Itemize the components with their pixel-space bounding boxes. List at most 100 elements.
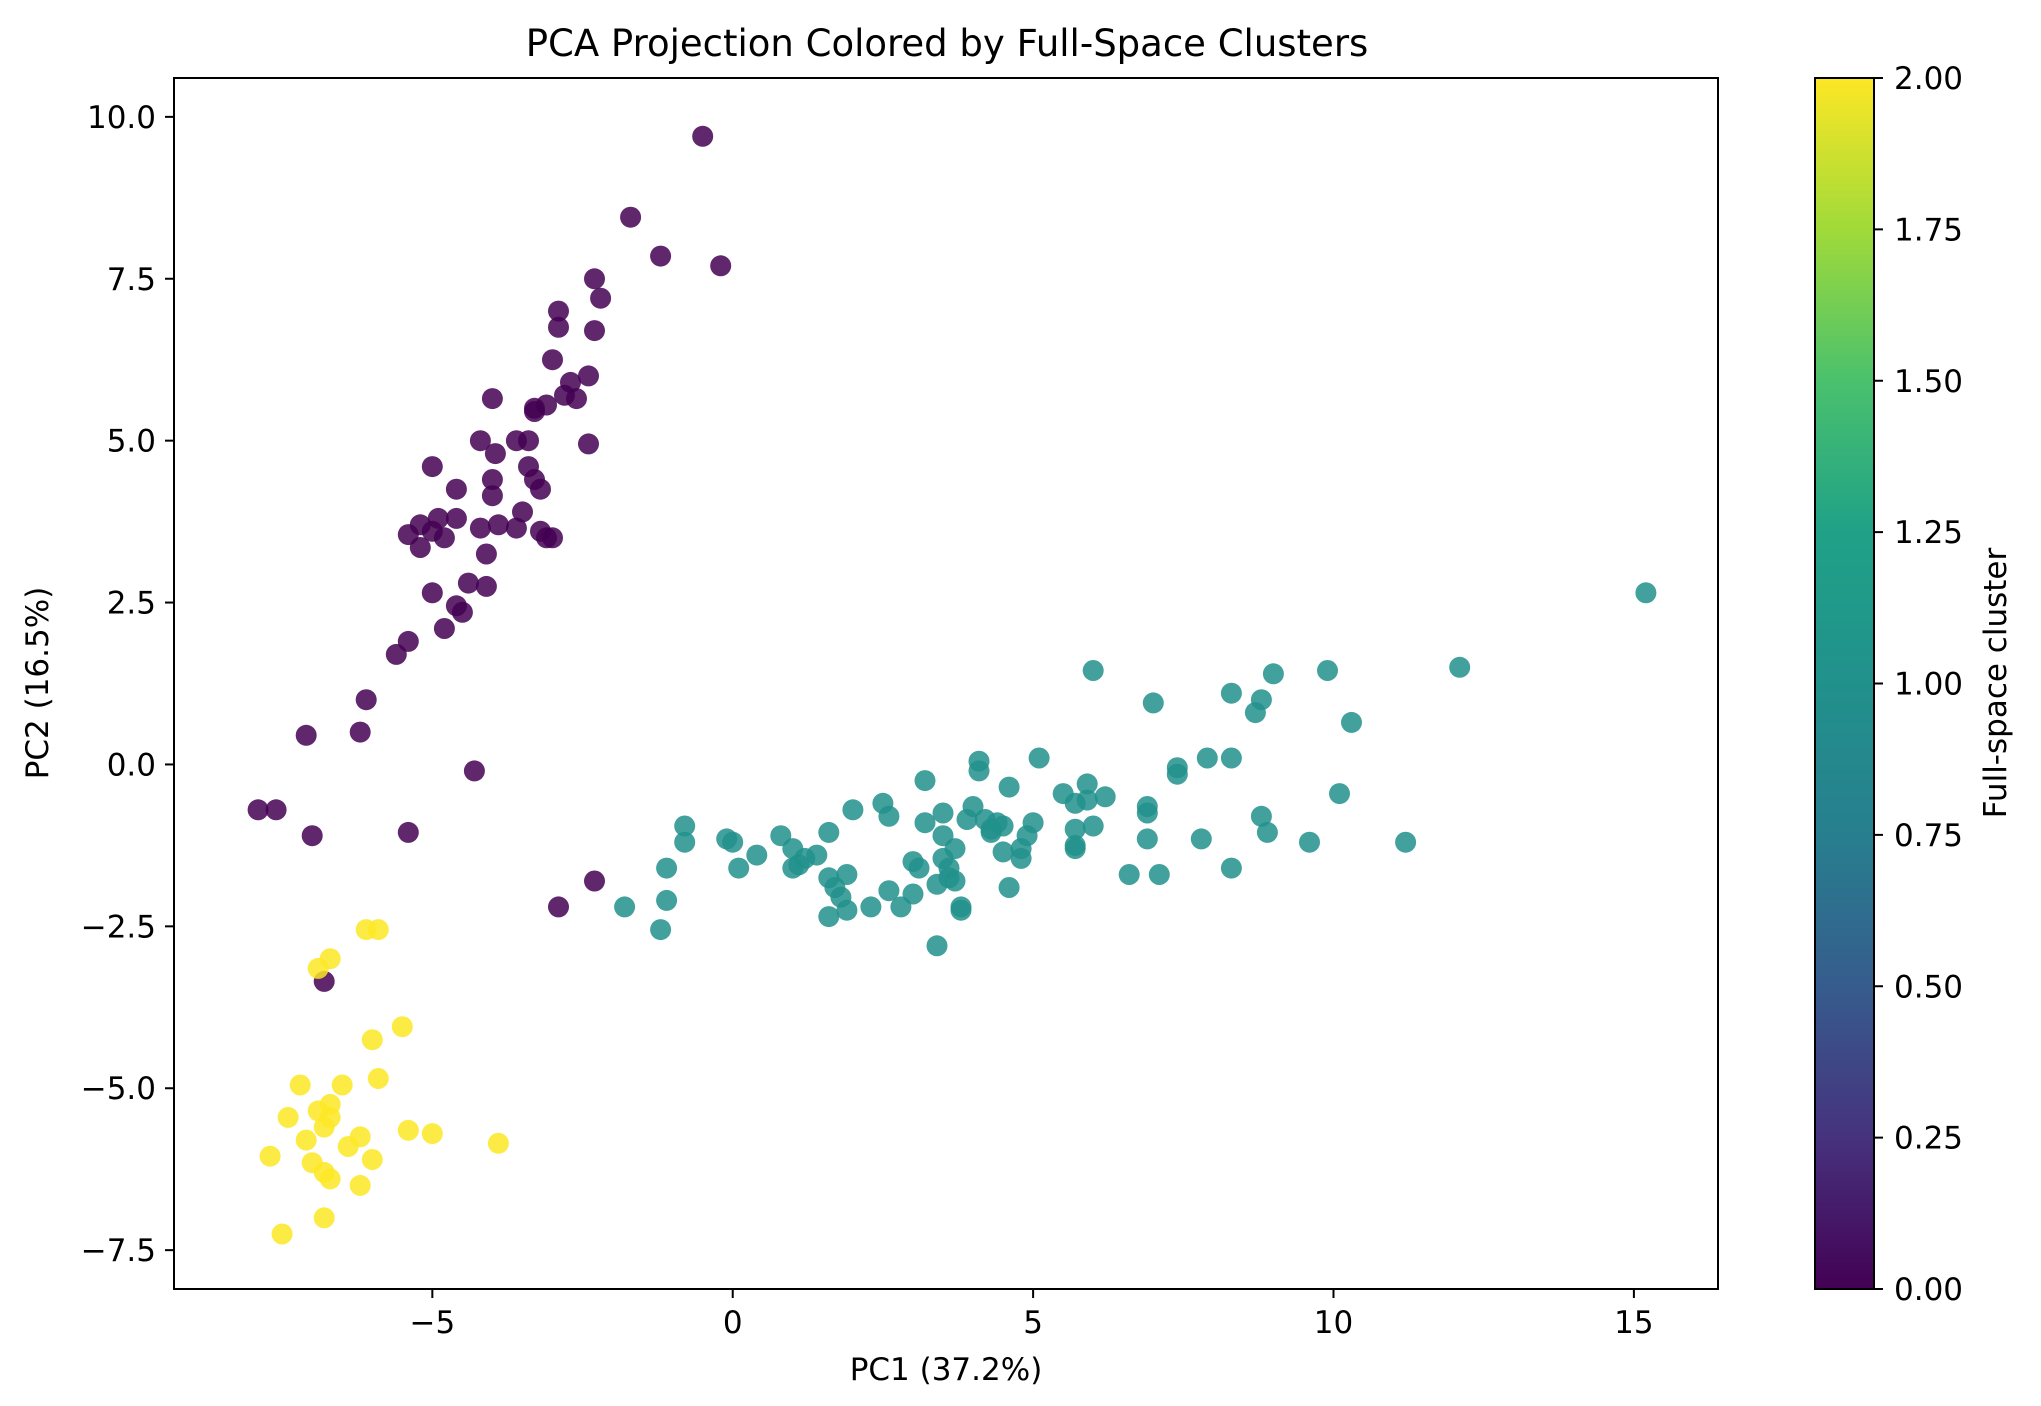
chart-title: PCA Projection Colored by Full-Space Clu… xyxy=(526,22,1369,65)
scatter-point-cluster-1 xyxy=(932,802,954,824)
scatter-point-cluster-1 xyxy=(1220,747,1242,769)
scatter-point-cluster-1 xyxy=(1220,682,1242,704)
scatter-point-cluster-1 xyxy=(1256,821,1278,843)
scatter-point-cluster-2 xyxy=(391,1016,413,1038)
scatter-point-cluster-0 xyxy=(481,485,503,507)
y-tick-label: 7.5 xyxy=(107,262,156,298)
scatter-point-cluster-0 xyxy=(484,443,506,465)
scatter-point-cluster-1 xyxy=(914,770,936,792)
scatter-point-cluster-1 xyxy=(1064,792,1086,814)
colorbar-tick-label: 0.50 xyxy=(1894,969,1963,1005)
y-tick-label: 5.0 xyxy=(107,424,156,460)
scatter-point-cluster-1 xyxy=(1136,828,1158,850)
scatter-point-cluster-0 xyxy=(536,527,557,549)
scatter-point-cluster-1 xyxy=(1250,805,1272,827)
scatter-point-cluster-0 xyxy=(518,430,539,452)
scatter-point-cluster-0 xyxy=(512,501,533,523)
scatter-point-cluster-1 xyxy=(614,896,636,918)
scatter-point-cluster-0 xyxy=(301,825,323,847)
scatter-point-cluster-0 xyxy=(265,799,287,821)
scatter-point-cluster-1 xyxy=(1148,864,1170,885)
scatter-point-cluster-2 xyxy=(313,1207,335,1229)
scatter-point-cluster-0 xyxy=(566,388,587,410)
scatter-point-cluster-2 xyxy=(349,1174,371,1196)
scatter-point-cluster-1 xyxy=(1244,702,1266,724)
y-tick-label: 0.0 xyxy=(107,747,156,783)
scatter-point-cluster-1 xyxy=(908,857,930,879)
scatter-point-cluster-1 xyxy=(782,857,804,879)
scatter-point-cluster-0 xyxy=(710,255,732,277)
scatter-point-cluster-2 xyxy=(337,1136,359,1157)
y-tick-label: 10.0 xyxy=(87,100,156,136)
scatter-point-cluster-0 xyxy=(433,527,455,549)
scatter-point-cluster-0 xyxy=(584,320,605,342)
scatter-point-cluster-2 xyxy=(271,1223,293,1245)
colorbar-tick-label: 0.75 xyxy=(1894,818,1963,854)
scatter-point-cluster-0 xyxy=(457,572,479,594)
colorbar-tick-label: 1.25 xyxy=(1894,515,1963,551)
scatter-point-cluster-1 xyxy=(656,857,678,879)
colorbar-tick-label: 0.00 xyxy=(1894,1272,1963,1308)
scatter-point-cluster-1 xyxy=(1142,692,1164,714)
scatter-point-cluster-0 xyxy=(463,760,485,782)
x-tick-label: 10 xyxy=(1314,1305,1353,1341)
scatter-point-cluster-2 xyxy=(367,1068,389,1089)
scatter-point-cluster-0 xyxy=(355,689,377,711)
scatter-point-cluster-1 xyxy=(998,776,1020,798)
scatter-point-cluster-0 xyxy=(578,433,599,455)
scatter-point-cluster-1 xyxy=(1118,864,1140,885)
scatter-point-cluster-1 xyxy=(926,935,948,957)
y-tick-label: 2.5 xyxy=(107,586,156,622)
scatter-point-cluster-1 xyxy=(674,815,696,837)
scatter-point-cluster-1 xyxy=(746,844,768,866)
scatter-point-cluster-0 xyxy=(469,517,491,539)
x-ticks: −5 0 5 10 15 xyxy=(409,1289,1654,1341)
scatter-point-cluster-1 xyxy=(650,919,672,941)
scatter-point-cluster-0 xyxy=(548,896,569,918)
scatter-point-cluster-0 xyxy=(469,430,491,452)
scatter-point-cluster-0 xyxy=(542,349,563,371)
scatter-point-cluster-1 xyxy=(1635,582,1657,604)
scatter-point-cluster-1 xyxy=(992,841,1014,863)
scatter-point-cluster-1 xyxy=(1317,660,1338,681)
scatter-point-cluster-1 xyxy=(1329,783,1350,805)
scatter-point-cluster-2 xyxy=(259,1145,281,1167)
scatter-point-cluster-1 xyxy=(1010,847,1032,869)
scatter-point-cluster-0 xyxy=(692,125,714,147)
scatter-point-cluster-2 xyxy=(361,1029,383,1051)
scatter-point-cluster-0 xyxy=(475,575,497,597)
scatter-point-cluster-1 xyxy=(1299,831,1320,853)
scatter-point-cluster-0 xyxy=(481,469,503,490)
scatter-point-cluster-1 xyxy=(656,889,678,911)
colorbar-tick-label: 2.00 xyxy=(1894,61,1963,97)
scatter-point-cluster-1 xyxy=(842,799,864,821)
scatter-point-cluster-0 xyxy=(530,478,551,500)
scatter-point-cluster-1 xyxy=(1082,660,1104,681)
scatter-point-cluster-0 xyxy=(650,245,672,267)
scatter-point-cluster-2 xyxy=(421,1123,443,1145)
scatter-point-cluster-0 xyxy=(421,456,443,478)
scatter-point-cluster-1 xyxy=(1262,663,1284,685)
scatter-point-cluster-0 xyxy=(445,507,467,529)
scatter-point-cluster-2 xyxy=(307,957,329,979)
scatter-point-cluster-1 xyxy=(890,896,912,918)
scatter-point-cluster-2 xyxy=(367,919,389,941)
x-tick-label: 15 xyxy=(1614,1305,1653,1341)
scatter-point-cluster-1 xyxy=(1076,773,1098,795)
scatter-point-cluster-0 xyxy=(548,316,569,338)
scatter-point-cluster-0 xyxy=(451,601,473,623)
scatter-point-cluster-2 xyxy=(277,1106,299,1128)
scatter-point-cluster-0 xyxy=(620,206,642,228)
scatter-point-cluster-1 xyxy=(1395,831,1417,853)
x-tick-label: 5 xyxy=(1023,1305,1043,1341)
scatter-point-cluster-1 xyxy=(818,906,840,928)
scatter-point-cluster-2 xyxy=(319,1168,341,1190)
scatter-point-cluster-1 xyxy=(1082,815,1104,837)
y-tick-label: −5.0 xyxy=(81,1071,156,1107)
x-tick-label: −5 xyxy=(409,1305,455,1341)
scatter-point-cluster-0 xyxy=(247,799,269,821)
colorbar-tick-label: 1.00 xyxy=(1894,667,1963,703)
scatter-point-cluster-1 xyxy=(998,877,1020,898)
scatter-point-cluster-0 xyxy=(421,582,443,604)
scatter-point-cluster-0 xyxy=(524,401,545,422)
